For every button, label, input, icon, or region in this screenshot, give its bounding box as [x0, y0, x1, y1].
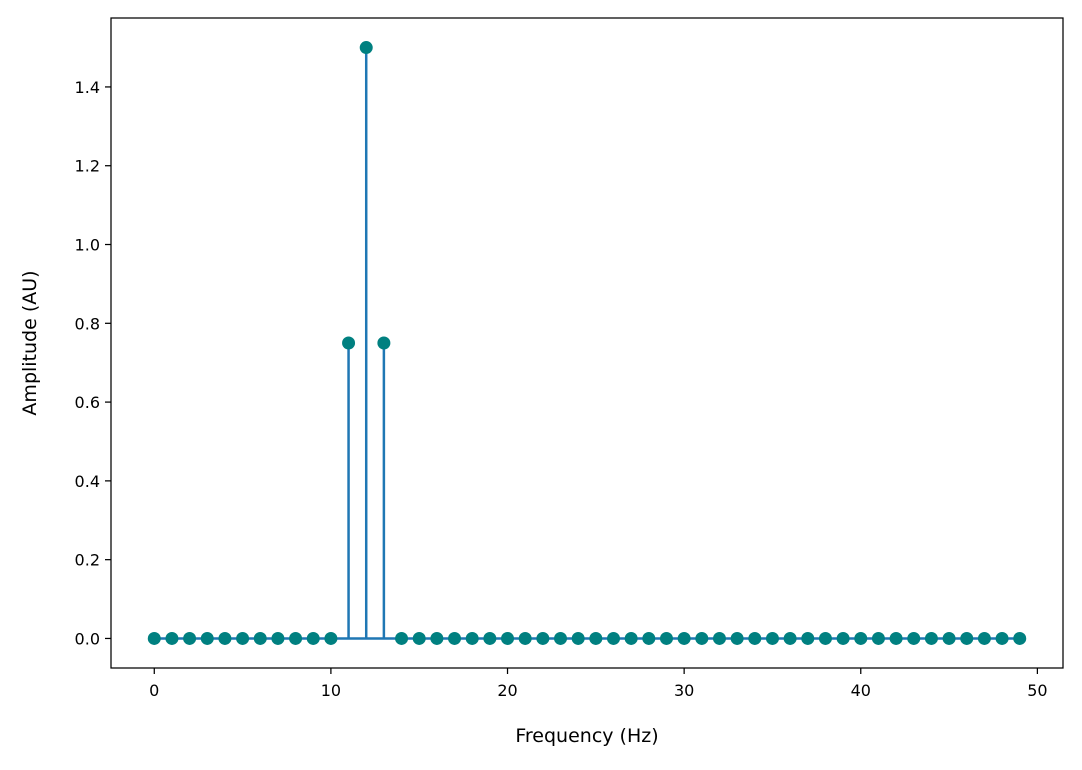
stem-marker	[412, 631, 426, 645]
y-tick-label: 0.4	[75, 472, 100, 491]
stem-marker	[306, 631, 320, 645]
stem-marker	[695, 631, 709, 645]
stem-marker	[589, 631, 603, 645]
stem-marker	[147, 631, 161, 645]
stem-marker	[659, 631, 673, 645]
stem-marker	[501, 631, 515, 645]
stem-marker	[960, 631, 974, 645]
stem-marker	[677, 631, 691, 645]
stem-marker	[571, 631, 585, 645]
stem-marker	[730, 631, 744, 645]
y-tick-label: 0.6	[75, 393, 100, 412]
y-tick-label: 0.0	[75, 629, 100, 648]
stem-marker	[359, 41, 373, 55]
y-tick-label: 0.2	[75, 551, 100, 570]
plot-marks	[147, 41, 1027, 645]
stem-marker	[1013, 631, 1027, 645]
stem-marker	[942, 631, 956, 645]
stem-marker	[377, 336, 391, 350]
y-tick-label: 1.4	[75, 78, 100, 97]
stem-marker	[430, 631, 444, 645]
stem-marker	[977, 631, 991, 645]
stem-marker	[271, 631, 285, 645]
stem-marker	[907, 631, 921, 645]
y-tick-label: 1.0	[75, 236, 100, 255]
stem-marker	[765, 631, 779, 645]
axes	[110, 17, 1064, 669]
x-tick-label: 50	[1027, 681, 1047, 700]
stem-marker	[871, 631, 885, 645]
stem-marker	[483, 631, 497, 645]
stem-marker	[854, 631, 868, 645]
x-tick-label: 30	[674, 681, 694, 700]
y-axis-ticks: 0.0 0.2 0.4 0.6 0.8 1.0 1.2 1.4	[75, 78, 111, 648]
stem-marker	[748, 631, 762, 645]
stem-marker	[342, 336, 356, 350]
stem-marker	[836, 631, 850, 645]
stem-marker	[889, 631, 903, 645]
stem-marker	[642, 631, 656, 645]
stem-marker	[289, 631, 303, 645]
y-tick-label: 0.8	[75, 314, 100, 333]
stem-marker	[448, 631, 462, 645]
stem-marker	[801, 631, 815, 645]
y-axis-label: Amplitude (AU)	[19, 270, 41, 415]
stem-marker	[606, 631, 620, 645]
stem-marker	[395, 631, 409, 645]
stem-marker	[995, 631, 1009, 645]
x-axis-label: Frequency (Hz)	[515, 725, 658, 747]
x-tick-label: 0	[149, 681, 159, 700]
stem-marker	[712, 631, 726, 645]
stem-marker	[218, 631, 232, 645]
stem-marker	[465, 631, 479, 645]
stem-marker	[200, 631, 214, 645]
stem-marker	[324, 631, 338, 645]
stem-marker	[165, 631, 179, 645]
stem-marker	[924, 631, 938, 645]
stem-marker	[518, 631, 532, 645]
stem-marker	[236, 631, 250, 645]
stem-marker	[253, 631, 267, 645]
stem-marker	[624, 631, 638, 645]
x-axis-ticks: 0 10 20 30 40 50	[149, 668, 1048, 700]
plot-frame	[110, 17, 1064, 669]
stem-marker	[536, 631, 550, 645]
stem-marker	[183, 631, 197, 645]
stem-marker	[783, 631, 797, 645]
x-tick-label: 40	[851, 681, 871, 700]
x-tick-label: 10	[321, 681, 341, 700]
y-tick-label: 1.2	[75, 157, 100, 176]
stem-marker	[554, 631, 568, 645]
x-tick-label: 20	[497, 681, 517, 700]
stem-marker	[818, 631, 832, 645]
